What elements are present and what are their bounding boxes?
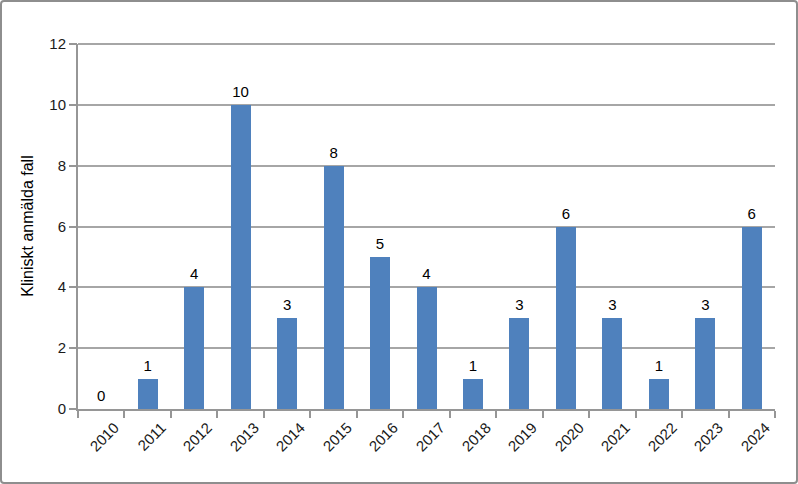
x-axis-tick-mark — [495, 411, 497, 418]
x-axis-tick-label: 2017 — [412, 419, 448, 455]
bar-value-label: 10 — [219, 83, 263, 100]
x-axis-tick-mark — [402, 411, 404, 418]
x-axis-tick-label: 2019 — [505, 419, 541, 455]
x-axis-tick-mark — [774, 411, 776, 418]
gridline — [78, 226, 775, 228]
x-axis-tick-label: 2011 — [134, 419, 169, 454]
bar-2018 — [463, 379, 483, 409]
bar-2016 — [370, 257, 390, 409]
y-axis-tick-label: 0 — [16, 399, 66, 419]
y-axis-tick-label: 6 — [16, 217, 66, 237]
x-axis-tick-label: 2015 — [319, 419, 355, 455]
bar-value-label: 3 — [265, 296, 309, 313]
x-axis-tick-label: 2023 — [691, 419, 727, 455]
bar-2022 — [649, 379, 669, 409]
x-axis-tick-label: 2021 — [598, 419, 634, 455]
bar-2021 — [602, 318, 622, 409]
x-axis-tick-label: 2018 — [458, 419, 494, 455]
bar-2023 — [695, 318, 715, 409]
x-axis-tick-mark — [449, 411, 451, 418]
x-axis-tick-mark — [728, 411, 730, 418]
bar-2011 — [138, 379, 158, 409]
x-axis-tick-mark — [263, 411, 265, 418]
bar-value-label: 4 — [172, 265, 216, 282]
x-axis-tick-mark — [123, 411, 125, 418]
bar-value-label: 3 — [683, 296, 727, 313]
y-axis-tick-label: 12 — [16, 34, 66, 54]
bar-value-label: 6 — [544, 205, 588, 222]
bar-value-label: 0 — [79, 387, 123, 404]
x-axis-tick-mark — [77, 411, 79, 418]
y-axis-line — [76, 44, 78, 411]
x-axis-tick-mark — [681, 411, 683, 418]
x-axis-tick-label: 2012 — [180, 419, 216, 455]
bar-2014 — [277, 318, 297, 409]
bar-value-label: 6 — [730, 205, 774, 222]
bar-value-label: 1 — [637, 357, 681, 374]
x-axis-tick-mark — [356, 411, 358, 418]
bar-2019 — [509, 318, 529, 409]
gridline — [78, 43, 775, 45]
y-axis-tick-label: 8 — [16, 156, 66, 176]
x-axis-tick-label: 2020 — [551, 419, 587, 455]
plot-area: 0246810120201012011420121020133201482015… — [78, 44, 775, 409]
bar-value-label: 8 — [312, 144, 356, 161]
y-axis-tick-label: 2 — [16, 338, 66, 358]
bar-value-label: 5 — [358, 235, 402, 252]
bar-value-label: 3 — [590, 296, 634, 313]
gridline — [78, 165, 775, 167]
x-axis-tick-label: 2014 — [272, 419, 308, 455]
bar-chart: Kliniskt anmälda fall 024681012020101201… — [0, 0, 798, 484]
x-axis-tick-label: 2024 — [737, 419, 773, 455]
x-axis-tick-label: 2022 — [644, 419, 680, 455]
x-axis-tick-mark — [635, 411, 637, 418]
bar-value-label: 3 — [497, 296, 541, 313]
bar-value-label: 4 — [405, 265, 449, 282]
bar-2024 — [742, 227, 762, 410]
bar-2013 — [231, 105, 251, 409]
x-axis-tick-mark — [216, 411, 218, 418]
x-axis-tick-mark — [588, 411, 590, 418]
bar-value-label: 1 — [126, 357, 170, 374]
bar-2017 — [417, 287, 437, 409]
x-axis-tick-mark — [309, 411, 311, 418]
x-axis-tick-label: 2016 — [365, 419, 401, 455]
bar-value-label: 1 — [451, 357, 495, 374]
y-axis-tick-label: 10 — [16, 95, 66, 115]
gridline — [78, 104, 775, 106]
bar-2015 — [324, 166, 344, 409]
bar-2012 — [184, 287, 204, 409]
x-axis-tick-label: 2013 — [226, 419, 262, 455]
x-axis-tick-mark — [542, 411, 544, 418]
x-axis-tick-mark — [170, 411, 172, 418]
x-axis-line — [76, 409, 775, 411]
y-axis-tick-label: 4 — [16, 277, 66, 297]
bar-2020 — [556, 227, 576, 410]
x-axis-tick-label: 2010 — [87, 419, 123, 455]
